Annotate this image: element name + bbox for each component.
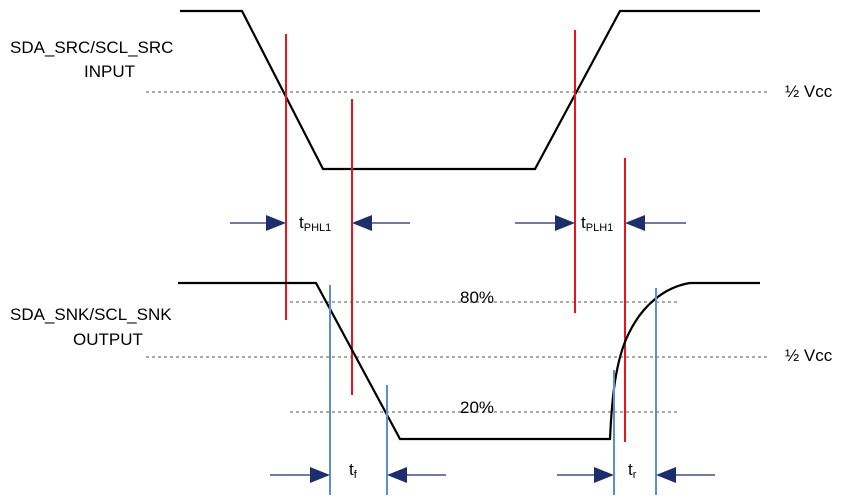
t-plh-annotation: tPLH1 — [515, 213, 686, 234]
t-phl-annotation: tPHL1 — [230, 213, 410, 234]
t-rise-annotation: tr — [557, 460, 715, 483]
t-phl-label: tPHL1 — [299, 213, 331, 234]
t-fall-annotation: tf — [270, 460, 446, 483]
input-signal-name: SDA_SRC/SCL_SRC — [10, 38, 173, 57]
t-phl-left-arrow-head — [266, 215, 286, 231]
t-fall-right-arrow-head — [387, 467, 407, 483]
t-rise-left-arrow-head — [594, 467, 614, 483]
input-waveform — [180, 9, 760, 171]
input-signal: SDA_SRC/SCL_SRC INPUT ½ Vcc — [10, 9, 833, 171]
t-phl-right-arrow-head — [352, 215, 372, 231]
output-20-percent-label: 20% — [460, 398, 494, 417]
t-rise-right-arrow-head — [656, 467, 676, 483]
t-rise-label: tr — [628, 460, 637, 481]
output-half-vcc-label: ½ Vcc — [785, 346, 833, 365]
t-fall-label: tf — [349, 460, 358, 481]
t-fall-left-arrow-head — [310, 467, 330, 483]
t-plh-left-arrow-head — [555, 215, 575, 231]
output-signal-name: SDA_SNK/SCL_SNK — [10, 305, 172, 324]
input-half-vcc-label: ½ Vcc — [785, 82, 833, 101]
t-plh-right-arrow-head — [625, 215, 645, 231]
output-signal: SDA_SNK/SCL_SNK OUTPUT 80% ½ Vcc 20% — [10, 281, 833, 441]
output-signal-type: OUTPUT — [73, 330, 143, 349]
input-signal-type: INPUT — [84, 62, 135, 81]
t-plh-label: tPLH1 — [581, 213, 613, 234]
output-80-percent-label: 80% — [460, 288, 494, 307]
output-waveform — [178, 281, 760, 441]
